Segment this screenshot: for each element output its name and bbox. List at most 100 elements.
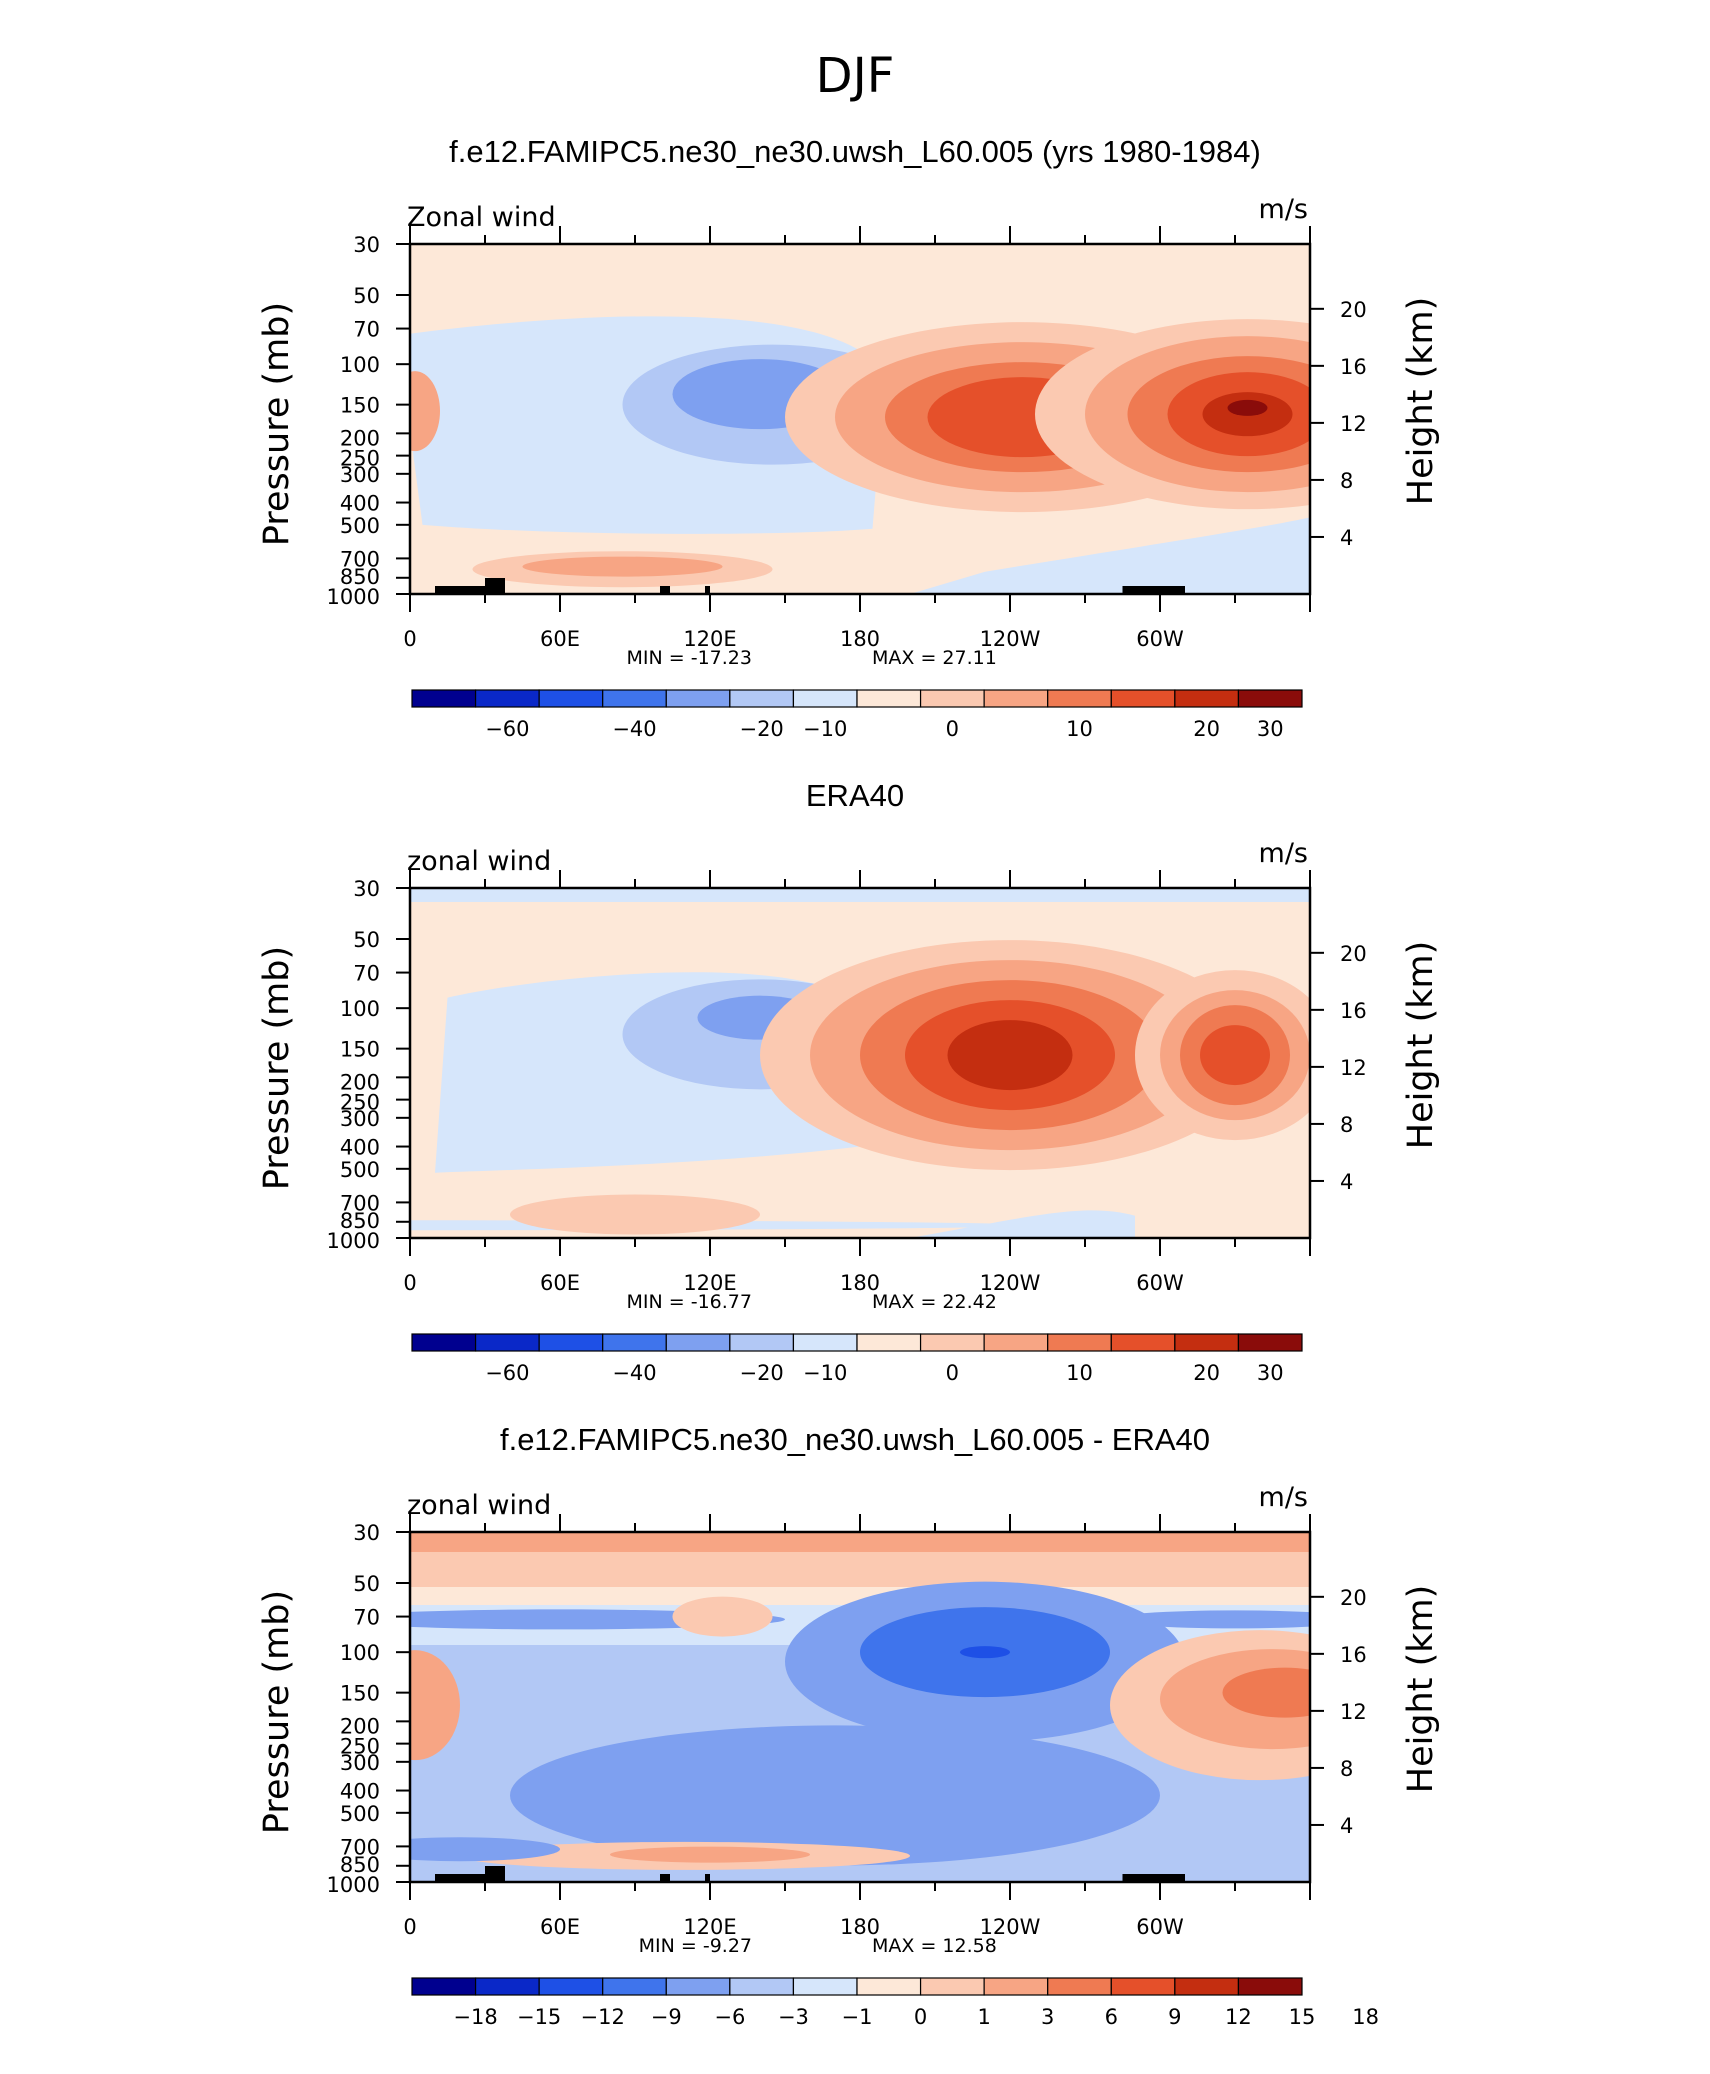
panel-title: f.e12.FAMIPC5.ne30_ne30.uwsh_L60.005 (yr… — [449, 134, 1261, 169]
variable-label: Zonal wind — [407, 202, 556, 233]
colorbar-label: 30 — [1257, 717, 1284, 741]
y2-tick-label: 16 — [1340, 999, 1367, 1023]
x-tick-label: 60E — [540, 1915, 580, 1939]
colorbar-box — [1110, 689, 1176, 708]
y-tick-label: 70 — [353, 962, 380, 986]
negative-min — [960, 1646, 1010, 1659]
upper-positive-core — [410, 1532, 1310, 1552]
x-tick-label: 180 — [840, 1271, 880, 1295]
y-tick-label: 250 — [340, 1091, 380, 1115]
units-label: m/s — [1259, 194, 1308, 225]
x-tick-label: 0 — [403, 1915, 416, 1939]
y2-tick-label: 4 — [1340, 526, 1353, 550]
colorbar-label: −20 — [739, 1361, 783, 1385]
colorbar-box — [1174, 1977, 1240, 1996]
x-tick-label: 60W — [1136, 627, 1184, 651]
y-tick-label: 500 — [340, 1802, 380, 1826]
y-tick-label: 250 — [340, 447, 380, 471]
contour-field — [410, 1532, 1310, 1882]
y2-tick-label: 8 — [1340, 1757, 1353, 1781]
y-tick-label: 700 — [340, 1835, 380, 1859]
y-tick-label: 100 — [340, 1641, 380, 1665]
x-tick-label: 120E — [683, 1915, 736, 1939]
colorbar-box — [1237, 689, 1303, 708]
y-tick-label: 300 — [340, 1107, 380, 1131]
colorbar-box — [792, 1333, 858, 1352]
y-tick-label: 500 — [340, 514, 380, 538]
x-tick-label: 120W — [980, 1271, 1041, 1295]
colorbar-box — [411, 689, 477, 708]
x-tick-label: 60W — [1136, 1271, 1184, 1295]
left-edge-positive — [410, 1650, 460, 1761]
y2-tick-label: 20 — [1340, 942, 1367, 966]
y-tick-label: 50 — [353, 284, 380, 308]
colorbar-label: 9 — [1168, 2005, 1181, 2029]
colorbar-box — [411, 1333, 477, 1352]
y2-tick-label: 8 — [1340, 469, 1353, 493]
colorbar-label: 10 — [1066, 1361, 1093, 1385]
y-axis-label: Pressure (mb) — [257, 946, 297, 1190]
panel-model: f.e12.FAMIPC5.ne30_ne30.uwsh_L60.005 (yr… — [257, 134, 1441, 741]
y-tick-label: 200 — [340, 426, 380, 450]
colorbar-box — [1047, 1977, 1112, 1996]
x-tick-label: 60E — [540, 1271, 580, 1295]
colorbar-label: −40 — [612, 1361, 656, 1385]
y2-tick-label: 12 — [1340, 412, 1367, 436]
y2-axis-label: Height (km) — [1401, 297, 1441, 506]
y2-tick-label: 16 — [1340, 1643, 1367, 1667]
y2-tick-label: 20 — [1340, 1586, 1367, 1610]
y-tick-label: 400 — [340, 492, 380, 516]
colorbar-box — [538, 1333, 604, 1352]
topography-block — [1122, 586, 1185, 594]
x-tick-label: 0 — [403, 1271, 416, 1295]
topography-block — [705, 586, 710, 594]
colorbar-box — [792, 1977, 858, 1996]
jet-1-level-3 — [1200, 1025, 1270, 1086]
colorbar-label: −18 — [453, 2005, 497, 2029]
colorbar-label: 6 — [1105, 2005, 1118, 2029]
y2-tick-label: 12 — [1340, 1056, 1367, 1080]
y-tick-label: 30 — [353, 233, 380, 257]
y2-tick-label: 4 — [1340, 1170, 1353, 1194]
panel-title: ERA40 — [806, 778, 904, 813]
y-tick-label: 200 — [340, 1070, 380, 1094]
y-tick-label: 150 — [340, 394, 380, 418]
min-value: MIN = -17.23 — [627, 647, 752, 669]
topography-block — [435, 586, 485, 594]
colorbar-box — [856, 1977, 922, 1996]
topography-block — [1122, 1874, 1185, 1882]
colorbar-box — [729, 1333, 795, 1352]
colorbar-box — [983, 1333, 1049, 1352]
colorbar-label: 10 — [1066, 717, 1093, 741]
colorbar-box — [474, 1977, 540, 1996]
colorbar-label: −1 — [842, 2005, 873, 2029]
colorbar-box — [602, 1333, 667, 1352]
east-pacific-easterly — [910, 1210, 1135, 1238]
colorbar-label: 0 — [946, 1361, 959, 1385]
colorbar-box — [1110, 1977, 1176, 1996]
colorbar-box — [1047, 689, 1112, 708]
colorbar-box — [919, 689, 985, 708]
colorbar-label: 20 — [1193, 717, 1220, 741]
y-tick-label: 700 — [340, 547, 380, 571]
y-tick-label: 30 — [353, 1521, 380, 1545]
colorbar-box — [1237, 1977, 1303, 1996]
colorbar-box — [792, 689, 858, 708]
topography-block — [435, 1874, 485, 1882]
y-tick-label: 50 — [353, 1572, 380, 1596]
colorbar-label: 15 — [1289, 2005, 1316, 2029]
y2-tick-label: 12 — [1340, 1700, 1367, 1724]
y-tick-label: 150 — [340, 1038, 380, 1062]
topography-block — [485, 578, 505, 594]
colorbar-box — [1110, 1333, 1176, 1352]
variable-label: zonal wind — [407, 846, 551, 877]
x-tick-label: 120E — [683, 1271, 736, 1295]
y2-tick-label: 16 — [1340, 355, 1367, 379]
colorbar-label: −10 — [803, 717, 847, 741]
x-tick-label: 120E — [683, 627, 736, 651]
y-tick-label: 850 — [340, 565, 380, 589]
colorbar-box — [1237, 1333, 1303, 1352]
colorbar-box — [856, 1333, 922, 1352]
panel-title: f.e12.FAMIPC5.ne30_ne30.uwsh_L60.005 - E… — [500, 1422, 1210, 1457]
